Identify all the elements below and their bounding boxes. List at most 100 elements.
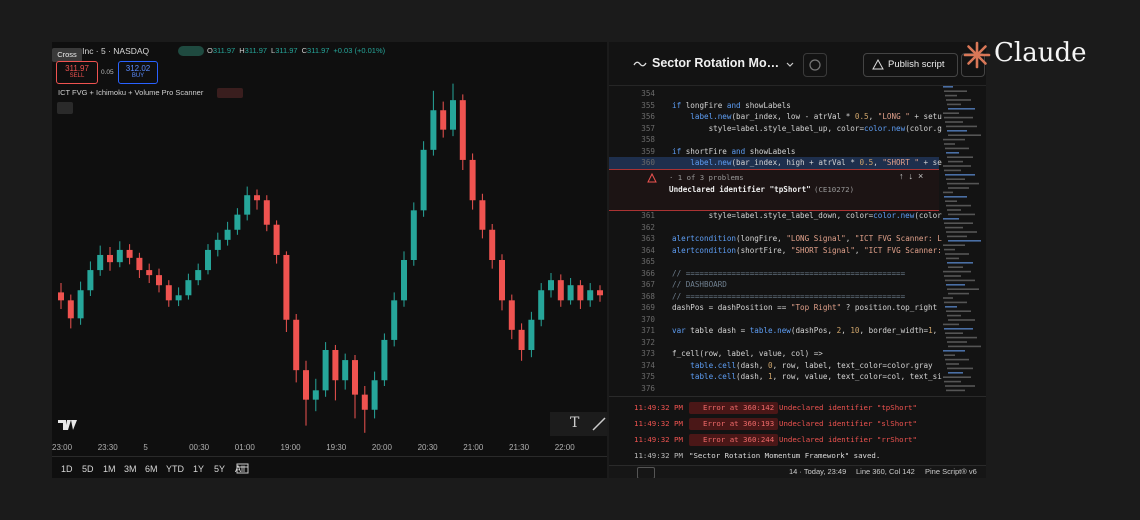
script-title[interactable]: Sector Rotation Mo… [652, 56, 780, 70]
time-label: 5 [143, 443, 148, 452]
ohlc-key: C [301, 46, 308, 55]
line-number: 358 [641, 135, 655, 144]
minimap-line [944, 380, 961, 383]
status-item: Pine Script® v6 [925, 467, 977, 476]
console-message: Undeclared identifier "slShort" [779, 419, 917, 428]
timeframe[interactable]: 3M [124, 464, 137, 474]
chart-panel [52, 42, 607, 478]
more-button[interactable] [961, 53, 985, 77]
code-line: 354 [609, 88, 939, 100]
console-error: Error at 360:193 [689, 418, 779, 430]
timeframe[interactable]: 5Y [214, 464, 226, 474]
minimap-line [944, 248, 955, 251]
line-number: 356 [641, 112, 655, 121]
candle-body [234, 214, 241, 230]
code-text: // =====================================… [672, 268, 906, 278]
code-line: 361 style=label.style_label_down, color=… [609, 210, 941, 222]
timeframe[interactable]: 1M [103, 464, 116, 474]
publish-button[interactable]: Publish script [863, 53, 958, 77]
line-number: 369 [641, 303, 655, 312]
line-number: 355 [641, 100, 655, 110]
candle-body [352, 360, 358, 395]
minimap-line [944, 169, 961, 172]
minimap-line [946, 231, 977, 233]
time-label: 23:00 [52, 443, 73, 452]
code-line: 374 table.cell(dash, 0, row, label, text… [609, 360, 939, 372]
code-text: if longFire and showLabels [672, 100, 791, 110]
time-label: 23:30 [97, 443, 118, 452]
line-number: 374 [641, 360, 655, 370]
problem-nav[interactable]: ↑↓× [899, 171, 929, 181]
indicator: ICT FVG + Ichimoku + Volume Pro Scanner [58, 88, 204, 97]
buy-button[interactable]: 312.02 BUY [118, 61, 158, 84]
date-range-icon[interactable] [236, 461, 249, 474]
problem-code: (CE10272) [814, 185, 855, 194]
minimap-line [948, 292, 969, 295]
code-area: 361 style=label.style_label_down, color=… [609, 210, 942, 396]
minimap-line [944, 275, 961, 277]
editor-panel: Sector Rotation Mo… Publish script 354 35… [609, 42, 986, 478]
minimap-line [947, 235, 967, 238]
code-text: alertcondition(longFire, "LONG Signal", … [672, 234, 942, 243]
sell-button[interactable]: 311.97 SELL [56, 61, 98, 84]
candle-body [136, 257, 143, 271]
minimap-line [948, 345, 981, 348]
time-label: 20:30 [417, 443, 438, 452]
minimap-line [944, 301, 967, 304]
code-line: 375 table.cell(dash, 1, row, value, text… [609, 371, 942, 383]
candle-body [410, 210, 417, 260]
drawing-tools[interactable]: T [550, 412, 607, 436]
minimap-line [944, 90, 967, 92]
timeframe[interactable]: 5D [82, 464, 94, 474]
code-line: 376 [609, 383, 939, 395]
minimap-line [945, 147, 969, 150]
candle-body [58, 292, 64, 301]
minimap-line [943, 297, 953, 299]
line-number: 354 [641, 89, 655, 98]
candle-body [116, 249, 123, 263]
code-text: // =====================================… [672, 291, 906, 301]
ohlc-value: 311.97 [307, 46, 330, 55]
console-time: 11:49:32 PM [634, 435, 683, 444]
refresh-button[interactable] [803, 53, 827, 77]
console-time: 11:49:32 PM [634, 451, 683, 460]
code-text: dashPos = dashPosition == "Top Right" ? … [672, 303, 938, 312]
candle-body [224, 229, 231, 240]
timeframe[interactable]: YTD [166, 464, 184, 474]
code-line: 369 dashPos = dashPosition == "Top Right"… [609, 302, 939, 314]
code-text: label.new(bar_index, low - atrVal * 0.5,… [690, 112, 942, 121]
candle-body [597, 290, 603, 296]
candle-body [303, 370, 309, 400]
candle-body [479, 200, 486, 230]
candle-body [254, 195, 260, 201]
status-pill [178, 46, 204, 56]
timeframe[interactable]: 1Y [193, 464, 205, 474]
code-text: // DASHBOARD [672, 280, 727, 289]
collapse-button[interactable] [57, 102, 73, 114]
minimap-line [946, 125, 977, 128]
candle-body [283, 254, 290, 320]
timeframe[interactable]: 1D [61, 464, 73, 474]
ohlc-key: L [271, 46, 276, 55]
minimap-line [943, 218, 959, 220]
minimap-line [946, 284, 965, 286]
code-line: 360 label.new(bar_index, high + atrVal *… [609, 157, 942, 169]
line-number: 368 [641, 291, 655, 301]
dropdown-icon[interactable] [785, 61, 795, 69]
minimap-line [946, 257, 959, 260]
candle-body [548, 280, 554, 291]
timeframe[interactable]: 6M [145, 464, 158, 474]
minimap-line [944, 354, 955, 356]
console-message: Undeclared identifier "tpShort" [779, 403, 917, 412]
line-number: 371 [641, 326, 655, 335]
candle-body [126, 249, 133, 258]
timeframe[interactable]: All [235, 464, 246, 474]
candle-chart [58, 83, 603, 433]
script-icon [633, 61, 647, 67]
candle-body [205, 249, 211, 271]
minimap-line [946, 152, 959, 154]
candle-body [508, 300, 515, 330]
console-toggle[interactable] [637, 467, 655, 478]
time-label: 19:00 [280, 443, 301, 452]
